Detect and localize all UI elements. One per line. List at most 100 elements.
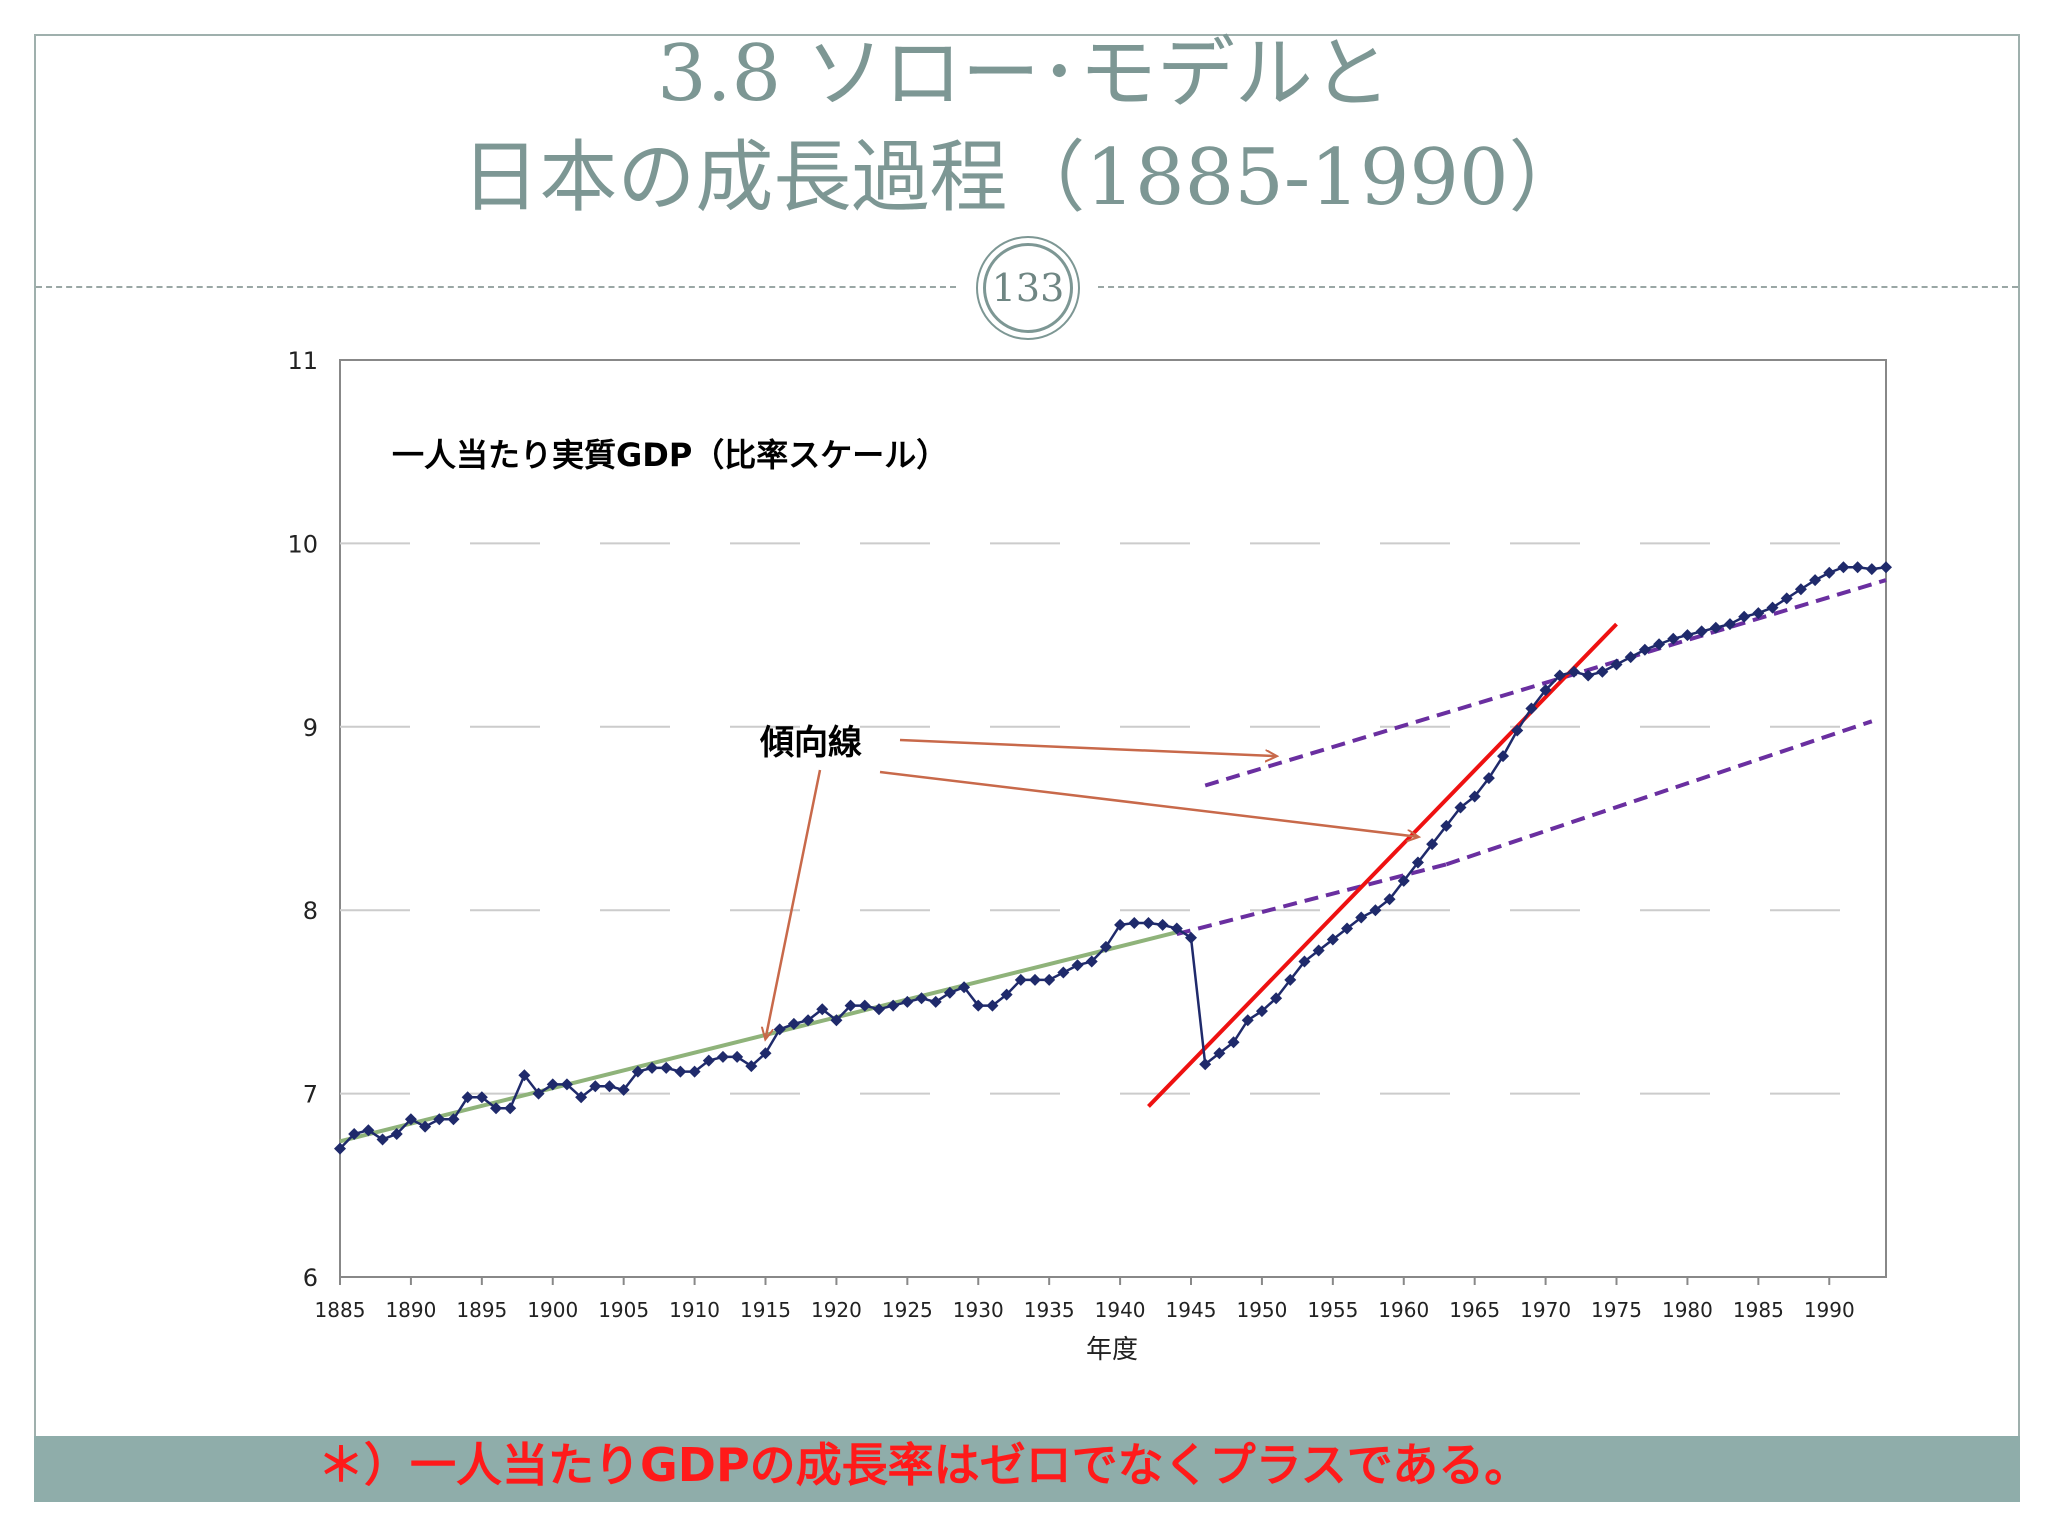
annotation-arrow-2 — [899, 738, 1276, 756]
data-point-1912 — [716, 1050, 729, 1063]
data-point-1943 — [1156, 918, 1169, 931]
data-point-1892 — [433, 1113, 446, 1126]
data-point-1931 — [986, 999, 999, 1012]
data-point-1984 — [1738, 610, 1751, 623]
divider-left — [36, 286, 956, 288]
data-point-1978 — [1653, 638, 1666, 651]
data-point-1927 — [929, 995, 942, 1008]
data-point-1933 — [1014, 973, 1027, 986]
footer-note: ＊）一人当たりGDPの成長率はゼロでなくプラスである。 — [318, 1438, 1531, 1492]
data-point-1908 — [660, 1061, 673, 1074]
data-point-1906 — [631, 1065, 644, 1078]
data-point-1888 — [376, 1133, 389, 1146]
x-tick-label-1985: 1985 — [1733, 1298, 1784, 1322]
data-point-1974 — [1596, 665, 1609, 678]
trend-line-2 — [1176, 862, 1447, 936]
chart-title: 一人当たり実質GDP（比率スケール） — [392, 436, 948, 474]
data-point-1980 — [1681, 629, 1694, 642]
data-point-1897 — [504, 1102, 517, 1115]
data-point-1994 — [1880, 561, 1892, 574]
data-point-1905 — [617, 1083, 630, 1096]
data-point-1961 — [1411, 856, 1424, 869]
data-point-1926 — [915, 992, 928, 1005]
y-tick-label-8: 8 — [303, 897, 318, 925]
trend-lines — [339, 578, 1887, 1144]
annotation-arrow-3 — [879, 770, 1418, 837]
data-point-1958 — [1369, 904, 1382, 917]
data-point-1894 — [461, 1091, 474, 1104]
data-point-1898 — [518, 1069, 531, 1082]
data-point-1944 — [1170, 922, 1183, 935]
data-point-1970 — [1539, 684, 1552, 697]
data-point-1937 — [1071, 959, 1084, 972]
data-point-1940 — [1114, 918, 1127, 931]
data-point-1935 — [1043, 973, 1056, 986]
data-point-1914 — [745, 1060, 758, 1073]
data-point-1993 — [1865, 563, 1878, 576]
data-point-1969 — [1525, 702, 1538, 715]
data-point-1972 — [1567, 665, 1580, 678]
x-tick-label-1895: 1895 — [456, 1298, 507, 1322]
data-point-1907 — [646, 1061, 659, 1074]
data-point-1959 — [1383, 893, 1396, 906]
data-point-1902 — [575, 1091, 588, 1104]
data-point-1992 — [1851, 561, 1864, 574]
data-point-1934 — [1028, 973, 1041, 986]
x-tick-label-1935: 1935 — [1024, 1298, 1075, 1322]
data-point-1925 — [901, 995, 914, 1008]
data-point-1928 — [943, 986, 956, 999]
data-point-1930 — [972, 999, 985, 1012]
data-point-1904 — [603, 1080, 616, 1093]
data-point-1895 — [475, 1091, 488, 1104]
x-tick-label-1890: 1890 — [385, 1298, 436, 1322]
x-tick-label-1950: 1950 — [1236, 1298, 1287, 1322]
data-point-1936 — [1057, 966, 1070, 979]
data-point-1938 — [1085, 955, 1098, 968]
data-point-1915 — [759, 1047, 772, 1060]
data-point-1890 — [404, 1113, 417, 1126]
trend-line-3 — [1445, 719, 1873, 867]
data-point-1889 — [390, 1127, 403, 1140]
x-tick-label-1930: 1930 — [953, 1298, 1004, 1322]
data-point-1891 — [419, 1120, 432, 1133]
x-tick-label-1945: 1945 — [1166, 1298, 1217, 1322]
data-point-1887 — [362, 1124, 375, 1137]
data-point-1975 — [1610, 658, 1623, 671]
y-tick-label-7: 7 — [303, 1081, 318, 1109]
data-point-1963 — [1440, 819, 1453, 832]
data-point-1951 — [1270, 992, 1283, 1005]
data-point-1893 — [447, 1113, 460, 1126]
data-point-1981 — [1695, 625, 1708, 638]
y-tick-label-10: 10 — [287, 530, 318, 558]
x-tick-label-1980: 1980 — [1662, 1298, 1713, 1322]
data-point-1962 — [1426, 838, 1439, 851]
data-point-1976 — [1624, 651, 1637, 664]
data-point-1948 — [1227, 1036, 1240, 1049]
annotation-label: 傾向線 — [759, 723, 862, 763]
x-tick-label-1925: 1925 — [882, 1298, 933, 1322]
data-point-1986 — [1766, 601, 1779, 614]
footer-bar — [34, 1436, 2020, 1502]
data-point-1917 — [787, 1017, 800, 1030]
x-tick-label-1975: 1975 — [1591, 1298, 1642, 1322]
trend-line-5 — [1147, 622, 1618, 1108]
data-point-1941 — [1128, 917, 1141, 930]
x-tick-label-1900: 1900 — [527, 1298, 578, 1322]
x-tick-label-1970: 1970 — [1520, 1298, 1571, 1322]
data-point-1952 — [1284, 973, 1297, 986]
x-tick-label-1960: 1960 — [1378, 1298, 1429, 1322]
data-point-1901 — [560, 1078, 573, 1091]
page-number-badge: 133 — [976, 236, 1080, 340]
x-tick-label-1955: 1955 — [1307, 1298, 1358, 1322]
data-point-1983 — [1723, 618, 1736, 631]
data-point-1947 — [1213, 1047, 1226, 1060]
data-series — [334, 561, 1892, 1155]
data-point-1990 — [1823, 566, 1836, 579]
data-point-1949 — [1241, 1014, 1254, 1027]
data-point-1916 — [773, 1023, 786, 1036]
data-point-1924 — [887, 999, 900, 1012]
data-point-1945 — [1185, 931, 1198, 944]
data-point-1989 — [1809, 574, 1822, 587]
slide-title: 3.8 ソロー･モデルと 日本の成長過程（1885-1990） — [0, 22, 2048, 230]
data-point-1964 — [1454, 801, 1467, 814]
